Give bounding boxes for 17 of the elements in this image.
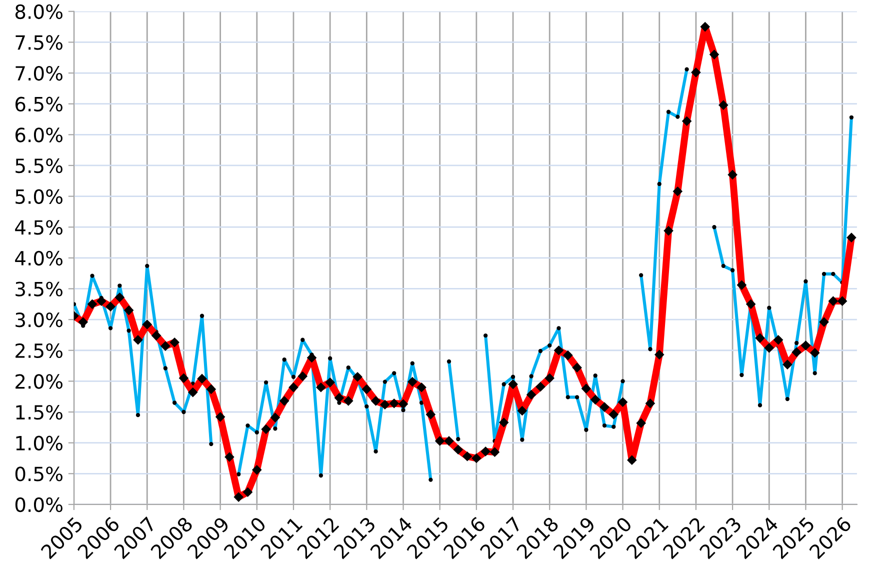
y-tick-label: 1.0% [16, 436, 62, 450]
y-tick-label: 2.0% [16, 374, 62, 389]
y-tick-label: 5.0% [16, 189, 62, 204]
y-tick-label: 2.5% [16, 343, 62, 358]
y-tick-label: 7.0% [16, 66, 62, 81]
y-tick-label: 5.5% [16, 158, 62, 174]
y-tick-label: 3.0% [16, 312, 62, 328]
y-tick-label: 3.5% [16, 282, 62, 296]
y-tick-label: 4.0% [15, 250, 62, 266]
y-tick-label: 7.5% [16, 35, 62, 50]
y-tick-label: 8.0% [15, 4, 62, 20]
y-tick-label: 0.5% [15, 466, 62, 482]
y-tick-label: 6.5% [15, 96, 62, 112]
y-tick-label: 6.0% [15, 128, 62, 142]
y-tick-label: 1.5% [16, 404, 62, 420]
y-tick-label: 0.0% [15, 497, 62, 512]
y-tick-label: 4.5% [15, 220, 62, 235]
